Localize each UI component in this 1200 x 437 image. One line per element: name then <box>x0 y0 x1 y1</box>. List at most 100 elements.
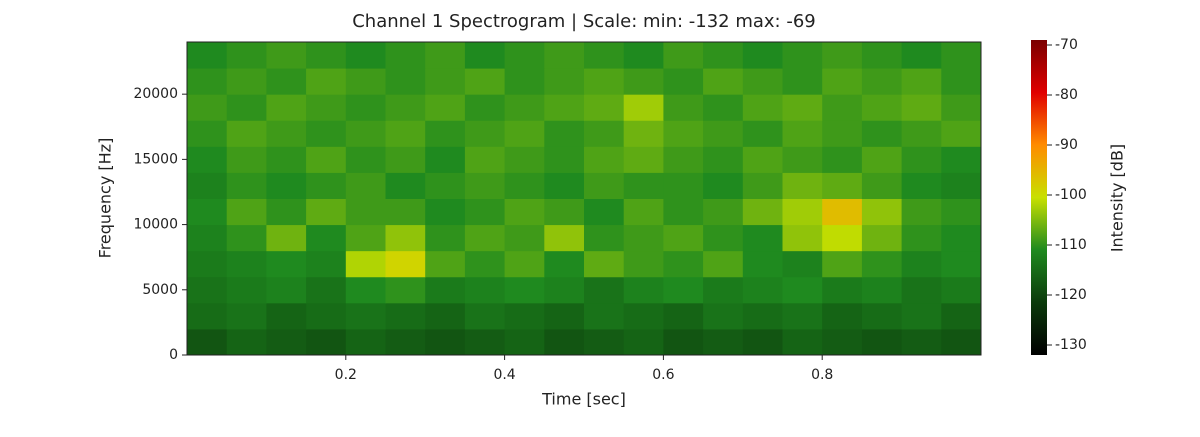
spectrogram-cell <box>941 302 982 330</box>
spectrogram-cell <box>425 276 466 304</box>
spectrogram-cell <box>544 328 585 356</box>
spectrogram-cell <box>822 42 863 69</box>
spectrogram-cell <box>782 42 823 69</box>
spectrogram-cell <box>703 120 744 147</box>
spectrogram-cell <box>187 302 228 330</box>
spectrogram-cell <box>861 146 903 173</box>
spectrogram-cell <box>464 302 506 330</box>
spectrogram-cell <box>822 328 863 356</box>
spectrogram-cell <box>504 146 545 173</box>
spectrogram-cell <box>822 198 863 226</box>
spectrogram-cell <box>187 250 228 278</box>
spectrogram-cell <box>742 120 783 147</box>
spectrogram-cell <box>663 198 704 226</box>
spectrogram-cell <box>663 120 704 147</box>
spectrogram-cell <box>782 198 823 226</box>
spectrogram-cell <box>782 68 823 95</box>
spectrogram-cell <box>822 276 863 304</box>
spectrogram-cell <box>544 120 585 147</box>
spectrogram-cell <box>901 42 942 69</box>
spectrogram-cell <box>544 68 585 95</box>
x-axis-label: Time [sec] <box>541 390 626 409</box>
spectrogram-cell <box>623 276 664 304</box>
spectrogram-cell <box>941 328 982 356</box>
spectrogram-cell <box>544 42 585 69</box>
colorbar-tick-label: -110 <box>1055 237 1087 253</box>
spectrogram-cell <box>187 198 228 226</box>
spectrogram-cell <box>703 172 744 199</box>
spectrogram-cell <box>345 120 386 147</box>
spectrogram-cell <box>226 250 267 278</box>
plot-frame <box>186 41 982 356</box>
spectrogram-cell <box>782 302 823 330</box>
spectrogram-cell <box>464 146 506 173</box>
spectrogram-cell <box>901 250 942 278</box>
y-tick-label: 20000 <box>133 86 178 102</box>
spectrogram-cell <box>901 120 942 147</box>
spectrogram-cell <box>504 198 545 226</box>
spectrogram-cell <box>703 302 744 330</box>
spectrogram-cell <box>226 42 267 69</box>
y-tick-label: 0 <box>169 347 178 363</box>
spectrogram-cell <box>822 172 863 199</box>
spectrogram-cell <box>385 68 426 95</box>
spectrogram-cell <box>822 250 863 278</box>
spectrogram-cell <box>425 250 466 278</box>
spectrogram-cell <box>345 198 386 226</box>
spectrogram-cell <box>266 146 307 173</box>
spectrogram-cell <box>623 224 664 252</box>
spectrogram-cell <box>663 146 704 173</box>
spectrogram-cell <box>226 172 267 199</box>
spectrogram-cell <box>385 198 426 226</box>
spectrogram-cell <box>861 68 903 95</box>
spectrogram-cell <box>425 224 466 252</box>
spectrogram-cell <box>464 198 506 226</box>
spectrogram-cell <box>385 328 426 356</box>
spectrogram-cell <box>861 42 903 69</box>
spectrogram-cell <box>544 94 585 121</box>
spectrogram-cell <box>663 224 704 252</box>
spectrogram-cell <box>584 94 625 121</box>
spectrogram-cell <box>742 42 783 69</box>
spectrogram-cell <box>504 276 545 304</box>
spectrogram-cell <box>306 172 347 199</box>
spectrogram-cell <box>464 172 506 199</box>
spectrogram-cell <box>306 302 347 330</box>
spectrogram-cell <box>861 120 903 147</box>
spectrogram-cell <box>464 94 506 121</box>
spectrogram-cell <box>941 94 982 121</box>
spectrogram-cell <box>504 328 545 356</box>
spectrogram-cell <box>584 302 625 330</box>
spectrogram-cell <box>187 146 228 173</box>
spectrogram-cell <box>187 120 228 147</box>
spectrogram-cell <box>861 224 903 252</box>
spectrogram-cell <box>623 302 664 330</box>
spectrogram-cell <box>266 302 307 330</box>
spectrogram-cell <box>425 146 466 173</box>
spectrogram-cell <box>504 172 545 199</box>
spectrogram-cell <box>345 302 386 330</box>
spectrogram-cell <box>941 42 982 69</box>
spectrogram-cell <box>742 172 783 199</box>
spectrogram-cell <box>187 42 228 69</box>
spectrogram-cell <box>504 250 545 278</box>
colorbar-tick-label: -130 <box>1055 337 1087 353</box>
colorbar-tick-label: -100 <box>1055 187 1087 203</box>
spectrogram-cell <box>504 94 545 121</box>
spectrogram-cell <box>544 302 585 330</box>
spectrogram-cell <box>703 198 744 226</box>
spectrogram-cell <box>941 276 982 304</box>
spectrogram-cell <box>623 328 664 356</box>
spectrogram-cell <box>425 94 466 121</box>
spectrogram-cell <box>345 68 386 95</box>
spectrogram-cell <box>584 146 625 173</box>
spectrogram-cell <box>306 42 347 69</box>
spectrogram-cell <box>385 146 426 173</box>
spectrogram-cell <box>385 224 426 252</box>
spectrogram-cell <box>861 172 903 199</box>
spectrogram-cell <box>306 68 347 95</box>
spectrogram-cell <box>941 224 982 252</box>
spectrogram-cell <box>822 302 863 330</box>
spectrogram-cell <box>663 328 704 356</box>
spectrogram-cell <box>266 328 307 356</box>
